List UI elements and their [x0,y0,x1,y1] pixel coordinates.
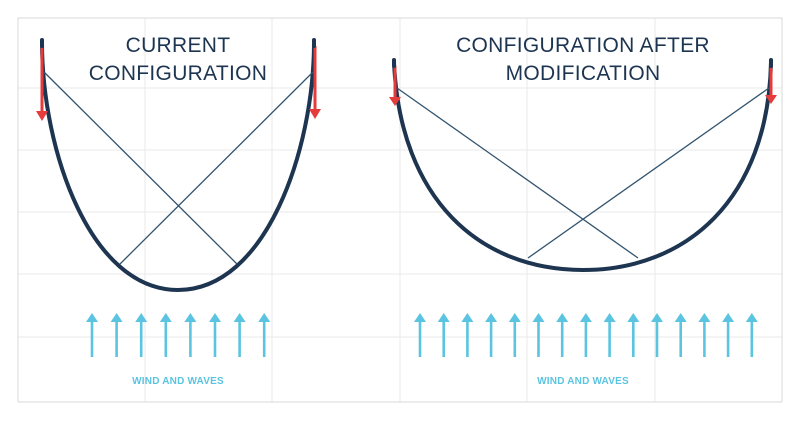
cyan-up-arrow-icon [258,313,271,322]
cross-cable [527,87,770,259]
cyan-up-arrow-icon [627,313,640,322]
red-down-arrow-icon [36,111,48,121]
wind-arrows [414,313,758,357]
cyan-up-arrow-icon [110,313,123,322]
cyan-up-arrow-icon [556,313,569,322]
cyan-up-arrow-icon [579,313,592,322]
panel-title-line1: CONFIGURATION AFTER [456,34,710,57]
panel-title-line2: MODIFICATION [506,62,661,85]
wind-arrows [86,313,271,357]
red-down-arrow-icon [765,95,777,104]
panel-current-configuration: CURRENT CONFIGURATION WIND AND WAVES [36,34,321,387]
cyan-up-arrow-icon [135,313,148,322]
cyan-up-arrow-icon [437,313,450,322]
cyan-up-arrow-icon [414,313,426,322]
cross-cable [119,71,314,265]
cyan-up-arrow-icon [532,313,545,322]
cyan-up-arrow-icon [651,313,663,322]
cyan-up-arrow-icon [485,313,498,322]
panel-title-line2: CONFIGURATION [89,62,268,85]
downforce-arrow-right [765,66,777,104]
cyan-up-arrow-icon [698,313,711,322]
background-grid [17,17,783,403]
cyan-up-arrow-icon [674,313,687,322]
cross-cable [396,87,639,259]
cyan-up-arrow-icon [722,313,735,322]
cyan-up-arrow-icon [508,313,521,322]
cyan-up-arrow-icon [209,313,221,322]
red-down-arrow-icon [389,97,401,106]
wind-label: WIND AND WAVES [132,376,224,387]
panel-title-line1: CURRENT [126,34,231,57]
red-down-arrow-icon [309,109,321,119]
downforce-arrow-right [309,46,321,119]
cyan-up-arrow-icon [745,313,758,322]
wind-label: WIND AND WAVES [537,376,629,387]
panel-configuration-after-modification: CONFIGURATION AFTER MODIFICATION WIND AN… [389,34,777,387]
cyan-up-arrow-icon [233,313,246,322]
hull-curve [40,40,316,293]
cyan-up-arrow-icon [603,313,616,322]
cross-cable [43,71,238,265]
downforce-arrow-left [36,46,48,121]
cyan-up-arrow-icon [159,313,172,322]
hull-curve [392,60,773,273]
cyan-up-arrow-icon [86,313,98,322]
downforce-arrow-left [389,66,401,106]
cyan-up-arrow-icon [461,313,474,322]
frame-border [17,17,783,403]
cyan-up-arrow-icon [184,313,197,322]
